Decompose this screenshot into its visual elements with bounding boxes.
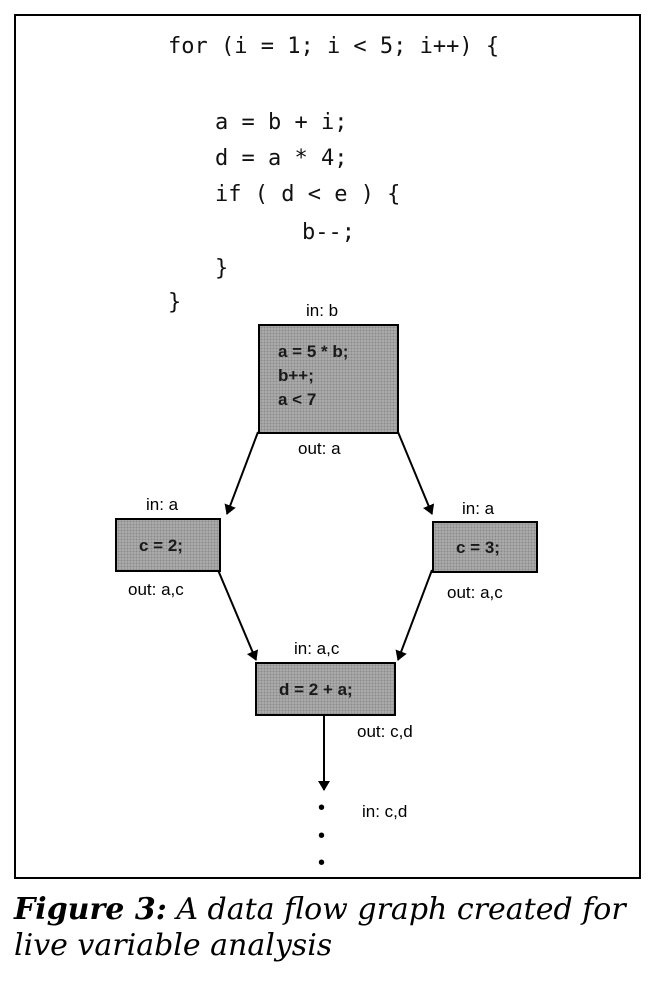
continuation-dot-2: • (318, 825, 326, 847)
right-node-text: c = 3; (456, 538, 500, 557)
bottom-node-out-label: out: c,d (357, 722, 413, 741)
figure-frame (14, 14, 641, 879)
code-line-assign-d: d = a * 4; (215, 146, 348, 171)
top-node-out-label: out: a (298, 439, 341, 458)
top-node: a = 5 * b; b++; a < 7 (258, 324, 399, 434)
continuation-dot-1: • (318, 797, 326, 819)
left-node-text: c = 2; (139, 536, 183, 555)
code-line-close-if: } (215, 256, 229, 281)
continuation-in-label: in: c,d (362, 802, 408, 821)
left-node-in-label: in: a (146, 495, 179, 514)
figure-caption-label: Figure 3: (14, 892, 167, 927)
edge-left-bottom (217, 569, 259, 661)
bottom-node-text: d = 2 + a; (279, 680, 353, 699)
right-node-in-label: in: a (462, 499, 495, 518)
code-line-if: if ( d < e ) { (215, 182, 401, 207)
top-node-line-2: b++; (278, 366, 314, 385)
code-line-assign-a: a = b + i; (215, 110, 348, 135)
edge-top-right (397, 431, 435, 515)
edge-top-left (224, 431, 259, 515)
left-node: c = 2; (115, 518, 221, 572)
code-line-for: for (i = 1; i < 5; i++) { (168, 34, 500, 59)
continuation-dot-3: • (318, 852, 326, 874)
bottom-node-in-label: in: a,c (294, 639, 340, 658)
left-node-out-label: out: a,c (128, 580, 184, 599)
figure-caption-text: A data flow graph created for live varia… (14, 892, 626, 963)
figure-caption: Figure 3: A data flow graph created for … (14, 892, 644, 964)
right-node-out-label: out: a,c (447, 583, 503, 602)
right-node: c = 3; (432, 521, 538, 573)
top-node-line-3: a < 7 (278, 390, 317, 409)
top-node-line-1: a = 5 * b; (278, 342, 349, 361)
code-line-decrement: b--; (302, 220, 355, 245)
top-node-in-label: in: b (306, 301, 339, 320)
edge-right-bottom (395, 569, 433, 661)
code-line-close-for: } (168, 290, 182, 315)
bottom-node: d = 2 + a; (255, 662, 396, 716)
